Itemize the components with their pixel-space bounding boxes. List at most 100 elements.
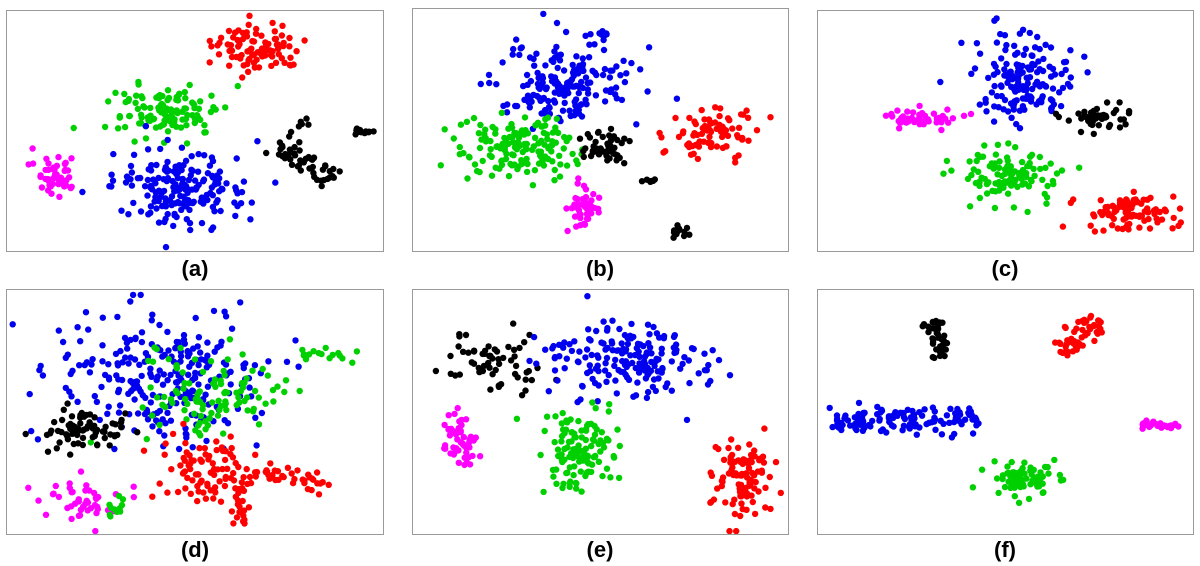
scatter-point-a-2-152 [179,180,186,188]
scatter-point-f-4-57 [1057,477,1065,484]
scatter-point-e-4-93 [777,489,784,497]
scatter-point-c-4-25 [1097,197,1104,204]
scatter-point-e-1-53 [585,326,592,333]
scatter-point-b-7-18 [572,194,579,202]
scatter-point-b-0-23 [540,10,547,18]
scatter-point-c-0-139 [1001,66,1008,73]
scatter-point-e-3-95 [606,401,613,408]
scatter-point-d-7-3 [90,489,98,497]
scatter-point-a-2-161 [137,174,144,182]
scatter-point-d-4-49 [149,493,156,500]
scatter-point-a-2-100 [240,178,248,185]
scatter-point-e-0-9 [510,320,517,327]
scatter-point-a-1-106 [234,82,241,90]
scatter-point-a-0-24 [215,51,223,58]
scatter-point-c-0-138 [1019,26,1027,33]
scatter-point-b-3-14 [732,159,739,166]
scatter-point-e-4-87 [736,472,743,479]
scatter-point-e-2-41 [472,434,479,441]
scatter-point-a-2-105 [238,188,246,196]
scatter-point-f-3-28 [1172,420,1179,427]
scatter-point-d-4-18 [184,474,191,482]
scatter-point-d-8-10 [116,508,124,515]
scatter-point-f-0-39 [929,335,936,342]
scatter-point-e-4-89 [751,447,758,454]
scatter-point-d-0-65 [59,338,67,346]
scatter-point-d-0-18 [114,313,121,321]
scatter-point-c-1-12 [944,106,951,113]
scatter-point-a-1-92 [156,91,164,99]
scatter-point-d-7-28 [130,483,137,490]
scatter-point-c-3-2 [1031,172,1038,179]
scatter-point-b-0-33 [601,65,609,73]
scatter-point-a-3-38 [50,174,57,182]
scatter-point-f-4-54 [1045,470,1052,477]
scatter-point-b-2-104 [524,160,531,168]
scatter-point-d-1-98 [281,388,288,396]
scatter-point-c-0-157 [1013,75,1021,82]
scatter-point-b-4-39 [589,147,596,155]
scatter-point-d-3-24 [60,406,67,413]
scatter-point-d-0-202 [173,338,180,346]
scatter-point-e-1-145 [671,349,678,357]
scatter-point-c-4-88 [1119,201,1126,208]
scatter-point-d-0-119 [74,324,81,331]
scatter-point-b-3-48 [767,114,774,121]
scatter-point-a-1-83 [160,121,168,128]
scatter-point-f-2-46 [923,420,930,428]
scatter-point-d-1-108 [224,389,231,396]
scatter-point-e-3-97 [561,445,568,453]
scatter-point-b-0-42 [578,101,585,108]
scatter-point-e-3-115 [591,453,599,460]
scatter-point-b-2-115 [538,153,545,161]
scatter-point-c-4-84 [1130,188,1137,195]
scatter-point-a-1-111 [195,114,202,121]
scatter-point-e-1-172 [715,356,723,364]
scatter-point-b-2-147 [499,140,506,148]
scatter-point-e-4-85 [738,493,745,500]
scatter-point-b-4-26 [618,139,625,147]
scatter-point-e-3-108 [598,429,605,436]
scatter-point-e-0-27 [486,364,493,371]
scatter-point-b-2-97 [563,162,571,169]
scatter-point-a-2-86 [155,219,163,226]
scatter-point-d-0-136 [36,366,43,374]
scatter-point-c-3-97 [1037,165,1044,173]
scatter-point-e-1-175 [612,377,619,384]
scatter-point-e-1-167 [671,332,678,339]
scatter-point-a-2-33 [157,145,164,153]
scatter-point-f-2-107 [892,409,899,416]
scatter-point-d-0-187 [138,329,146,336]
scatter-point-e-4-49 [733,527,740,534]
scatter-point-b-3-1 [729,125,736,132]
scatter-point-a-0-7 [226,47,233,55]
scatter-point-c-0-17 [985,74,992,82]
scatter-point-e-4-6 [738,500,745,507]
scatter-point-d-0-252 [127,354,134,361]
scatter-point-e-1-88 [561,365,568,372]
scatter-point-d-0-88 [164,328,171,336]
scatter-point-a-1-96 [208,92,215,99]
scatter-point-d-1-38 [296,387,303,395]
scatter-point-d-3-68 [58,416,66,424]
scatter-point-e-1-176 [622,371,629,378]
scatter-point-c-1-32 [960,112,968,120]
scatter-point-b-0-90 [575,89,582,97]
scatter-point-e-0-41 [512,362,520,370]
scatter-point-e-1-79 [612,356,619,364]
scatter-point-d-0-165 [74,398,81,405]
scatter-point-c-0-15 [1002,46,1009,54]
scatter-point-c-3-72 [1003,154,1011,161]
scatter-point-b-4-36 [611,144,618,151]
scatter-point-e-1-117 [526,357,533,365]
scatter-point-d-0-142 [34,436,42,443]
scatter-point-c-0-1 [983,108,990,115]
scatter-point-e-3-50 [552,413,559,420]
scatter-point-f-1-17 [1091,337,1098,345]
scatter-point-d-5-17 [267,460,274,467]
scatter-point-e-1-157 [611,362,618,370]
scatter-point-c-4-29 [1059,223,1067,230]
scatter-panel-b [412,8,789,252]
scatter-point-f-2-97 [937,417,944,424]
scatter-point-b-6-2 [638,178,646,185]
